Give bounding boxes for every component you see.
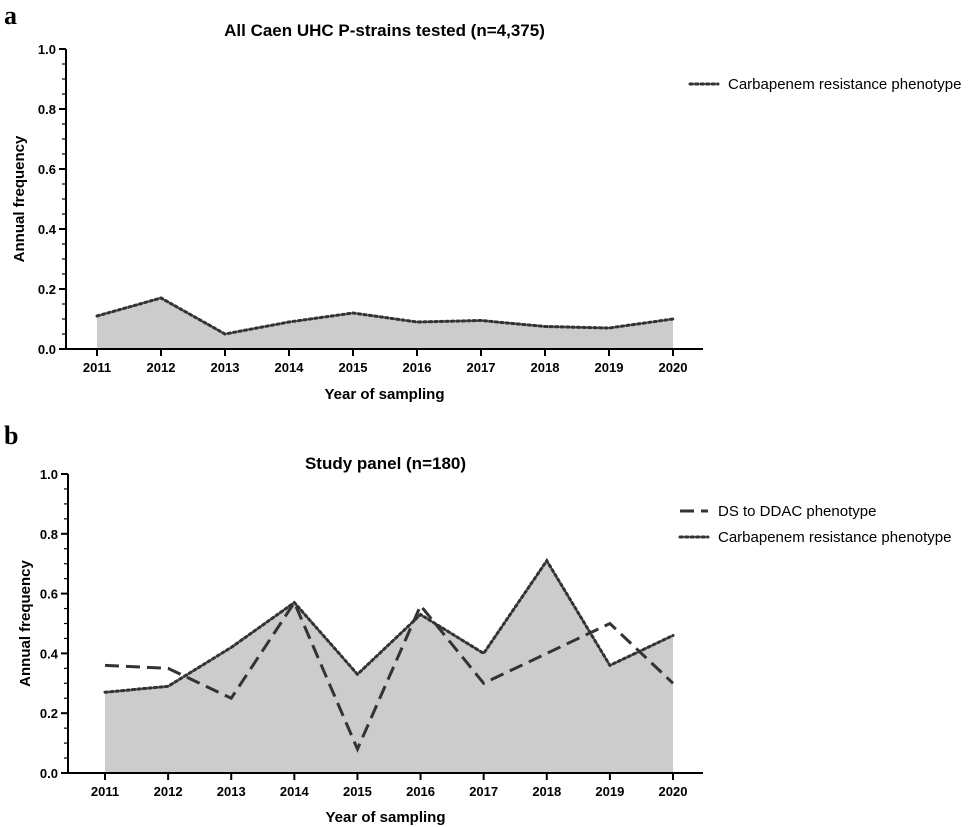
data-point xyxy=(608,327,610,329)
x-tick-label: 2012 xyxy=(154,784,183,799)
data-point xyxy=(96,315,98,317)
data-point xyxy=(546,560,548,562)
data-point xyxy=(356,673,358,675)
y-axis-label: Annual frequency xyxy=(17,559,34,686)
data-point xyxy=(419,604,421,606)
data-point xyxy=(167,667,169,669)
y-tick-label: 0.4 xyxy=(38,222,57,237)
x-tick-label: 2018 xyxy=(531,360,560,375)
panel-b: b Study panel (n=180) 0.0 0.2 0.4 0.6 0.8 1.0 20… xyxy=(4,421,951,826)
data-point xyxy=(482,682,484,684)
data-point xyxy=(104,691,106,693)
chart-title: All Caen UHC P-strains tested (n=4,375) xyxy=(224,21,545,40)
panel-a: a All Caen UHC P-strains tested (n=4,375)… xyxy=(4,1,961,403)
x-tick-label: 2019 xyxy=(595,784,624,799)
x-tick-label: 2017 xyxy=(469,784,498,799)
y-tick-label: 0.8 xyxy=(38,102,56,117)
data-point xyxy=(416,321,418,323)
data-point xyxy=(288,321,290,323)
data-point xyxy=(230,697,232,699)
x-tick-label: 2015 xyxy=(343,784,372,799)
series-line-dotted xyxy=(103,557,675,694)
data-point xyxy=(672,634,674,636)
data-point xyxy=(672,682,674,684)
area-fill xyxy=(97,298,673,349)
y-tick-label: 1.0 xyxy=(40,467,58,482)
x-tick-label: 2013 xyxy=(217,784,246,799)
panel-letter: a xyxy=(4,1,17,30)
y-tick-label: 0.2 xyxy=(40,706,58,721)
x-tick-label: 2019 xyxy=(595,360,624,375)
data-point xyxy=(544,325,546,327)
y-tick-label: 0.0 xyxy=(40,766,58,781)
x-tick-label: 2011 xyxy=(83,360,111,375)
data-point xyxy=(230,646,232,648)
y-tick-label: 0.4 xyxy=(40,646,59,661)
x-tick-label: 2013 xyxy=(211,360,240,375)
x-tick-label: 2014 xyxy=(280,784,310,799)
y-tick-label: 0.8 xyxy=(40,527,58,542)
data-point xyxy=(609,664,611,666)
data-point xyxy=(482,652,484,654)
area-fill xyxy=(105,560,673,773)
y-tick-label: 0.6 xyxy=(40,587,58,602)
x-tick-label: 2015 xyxy=(339,360,368,375)
legend-label: Carbapenem resistance phenotype xyxy=(718,529,951,546)
legend-label: Carbapenem resistance phenotype xyxy=(728,76,961,93)
x-tick-label: 2014 xyxy=(275,360,305,375)
y-tick-label: 0.0 xyxy=(38,342,56,357)
data-point xyxy=(352,312,354,314)
y-axis-label: Annual frequency xyxy=(11,135,28,262)
data-point xyxy=(160,297,162,299)
x-tick-label: 2017 xyxy=(467,360,496,375)
series-line-dashed xyxy=(104,599,675,753)
y-tick-label: 1.0 xyxy=(38,42,56,57)
x-axis-label: Year of sampling xyxy=(324,386,444,403)
legend-label: DS to DDAC phenotype xyxy=(718,503,876,520)
series-line-dotted xyxy=(95,296,675,336)
data-point xyxy=(672,318,674,320)
chart-title: Study panel (n=180) xyxy=(305,454,466,473)
x-tick-label: 2016 xyxy=(406,784,435,799)
x-tick-label: 2012 xyxy=(147,360,176,375)
x-tick-label: 2020 xyxy=(659,360,688,375)
x-tick-label: 2018 xyxy=(532,784,561,799)
panel-letter: b xyxy=(4,421,18,450)
x-axis-label: Year of sampling xyxy=(325,809,445,826)
data-point xyxy=(293,601,295,603)
data-point xyxy=(224,333,226,335)
data-point xyxy=(356,748,358,750)
data-point xyxy=(167,685,169,687)
data-point xyxy=(609,622,611,624)
data-point xyxy=(419,613,421,615)
y-tick-label: 0.6 xyxy=(38,162,56,177)
x-tick-label: 2020 xyxy=(659,784,688,799)
data-point xyxy=(480,319,482,321)
y-tick-label: 0.2 xyxy=(38,282,56,297)
x-tick-label: 2011 xyxy=(91,784,119,799)
data-point xyxy=(546,652,548,654)
data-point xyxy=(104,664,106,666)
x-tick-label: 2016 xyxy=(403,360,432,375)
